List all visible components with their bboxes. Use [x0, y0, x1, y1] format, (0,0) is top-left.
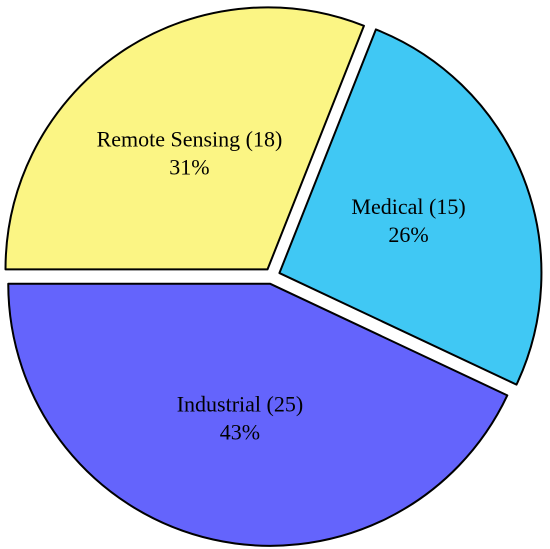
slice-value-label: 43%	[220, 419, 260, 444]
pie-slice	[278, 28, 543, 386]
pie-slice	[4, 6, 365, 271]
slice-label: Medical (15)	[351, 194, 465, 219]
slice-value-label: 31%	[169, 155, 209, 180]
slice-value-label: 26%	[388, 222, 428, 247]
slice-label: Industrial (25)	[177, 391, 303, 416]
pie-slice	[7, 282, 509, 547]
slice-label: Remote Sensing (18)	[97, 127, 283, 152]
